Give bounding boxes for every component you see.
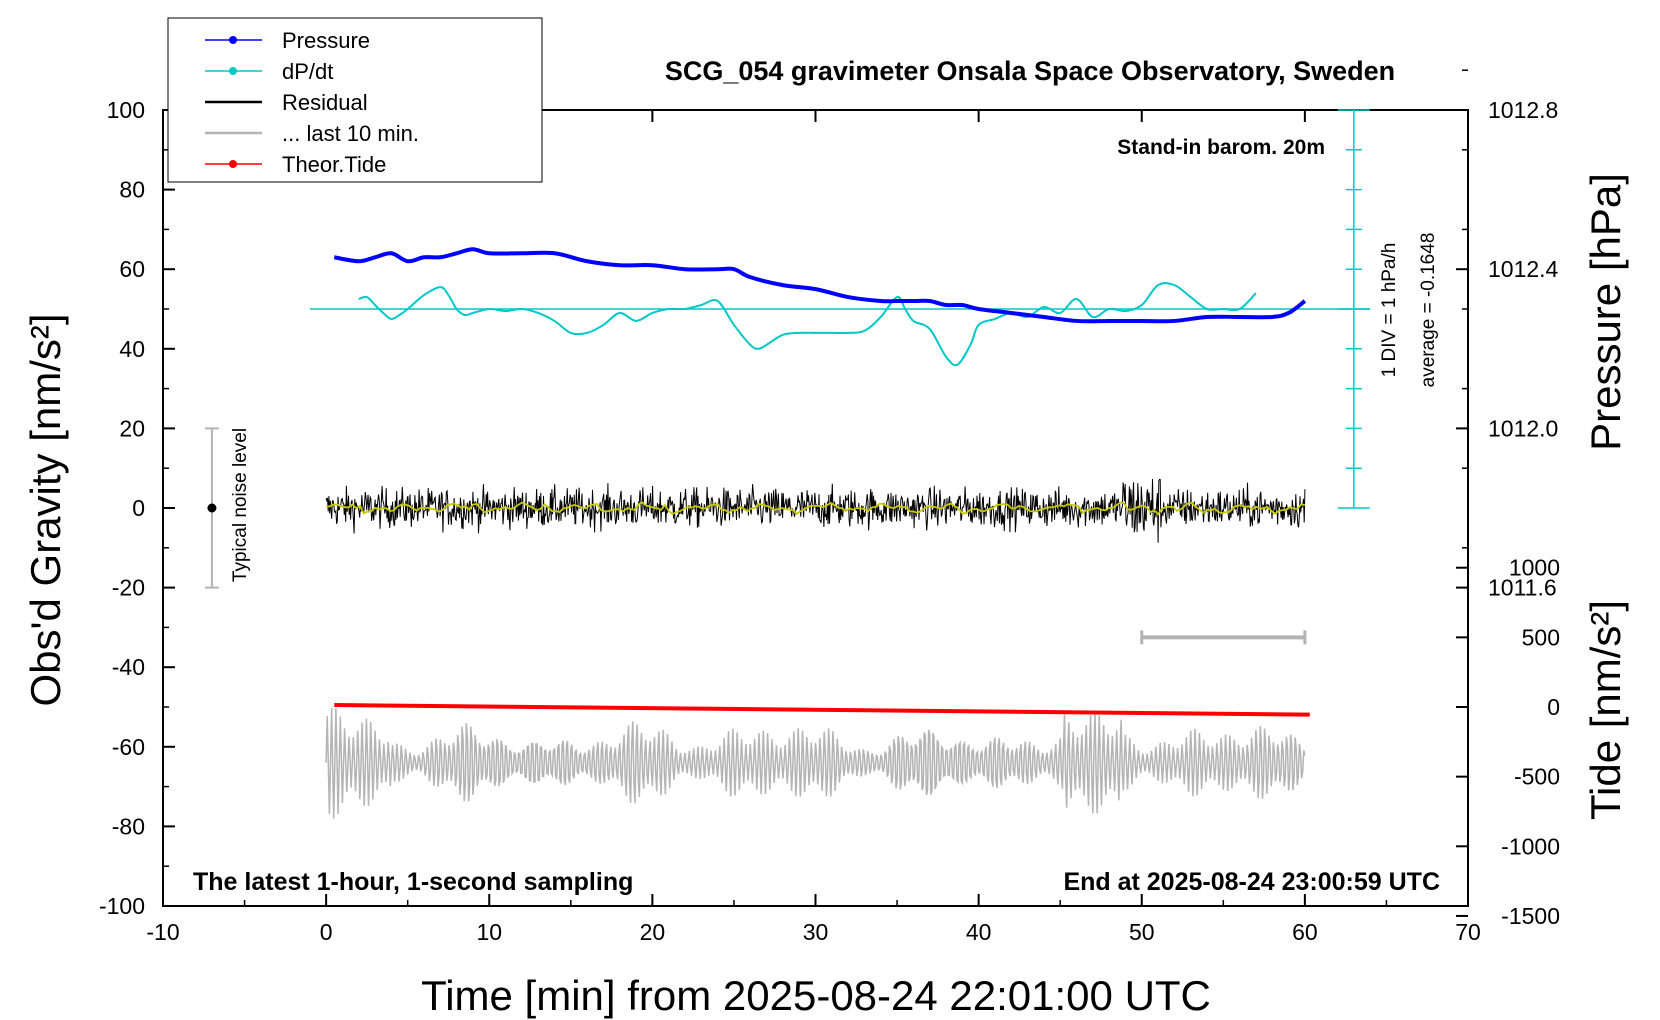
y-tick-label: 40	[119, 336, 145, 362]
legend-marker	[229, 67, 237, 75]
x-tick-label: 50	[1129, 919, 1155, 945]
y-axis-tide: -1500 -1000 -500 0 500 1000	[1456, 555, 1560, 929]
legend-box	[167, 17, 543, 183]
y-tick-label: 80	[119, 177, 145, 203]
y-tick-label: 20	[119, 415, 145, 441]
y-tick-label: -40	[112, 654, 145, 680]
y-axis-left: -100 -80 -60 -40 -20 0 20 40 60 80 100	[99, 97, 175, 919]
tide-tick-label: 0	[1547, 694, 1560, 720]
dpdt-average-label: average = -0.1648	[1418, 233, 1439, 388]
tide-line	[334, 703, 1310, 717]
noise-level-label: Typical noise level	[230, 428, 251, 582]
y-tick-label: 100	[107, 97, 145, 123]
y-tick-label: -20	[112, 575, 145, 601]
tide-tick-label: 1000	[1509, 555, 1560, 581]
y-axis-tide-title: Tide [nm/s²]	[1582, 600, 1629, 820]
pressure-tick-label: 1012.4	[1488, 256, 1559, 282]
series-group	[309, 247, 1371, 819]
x-tick-label: 20	[640, 919, 666, 945]
legend: Pressure dP/dt Residual ... last 10 min. The…	[167, 17, 543, 183]
legend-label: Theor.Tide	[282, 152, 386, 177]
latest-hour-note: The latest 1-hour, 1-second sampling	[193, 868, 633, 896]
x-tick-label: 10	[476, 919, 502, 945]
tide-tick-label: -1500	[1501, 903, 1560, 929]
dpdt-line	[358, 282, 1257, 367]
pressure-line	[333, 247, 1307, 324]
tide-tick-label: -500	[1514, 764, 1560, 790]
standin-barometer-note: Stand-in barom. 20m	[1117, 136, 1325, 159]
x-tick-label: 60	[1292, 919, 1318, 945]
x-tick-label: 30	[803, 919, 829, 945]
dpdt-div-label: 1 DIV = 1 hPa/h	[1379, 243, 1400, 378]
chart-title: SCG_054 gravimeter Onsala Space Observat…	[665, 56, 1395, 86]
legend-marker	[229, 36, 237, 44]
y-axis-pressure-title: Pressure [hPa]	[1582, 173, 1629, 451]
noise-bar-center-dot	[207, 503, 217, 513]
y-axis-pressure: 1011.6 1012.0 1012.4 1012.8	[1456, 69, 1559, 601]
pressure-tick-label: 1012.8	[1488, 97, 1558, 123]
residual-line	[325, 478, 1306, 543]
x-axis: -10 0 10 20 30 40 50 60 70	[146, 110, 1481, 945]
y-tick-label: 0	[132, 495, 145, 521]
legend-label: dP/dt	[282, 59, 333, 84]
tide-fast-line	[325, 708, 1306, 819]
legend-label: Pressure	[282, 28, 370, 53]
legend-label: ... last 10 min.	[282, 121, 419, 146]
pressure-tick-label: 1012.0	[1488, 415, 1558, 441]
x-tick-label: -10	[146, 919, 179, 945]
y-tick-label: -60	[112, 734, 145, 760]
y-tick-label: -80	[112, 813, 145, 839]
x-tick-label: 40	[966, 919, 992, 945]
x-tick-label: 0	[320, 919, 333, 945]
residual-smooth-line	[325, 501, 1306, 516]
y-axis-left-title: Obs'd Gravity [nm/s²]	[22, 313, 69, 706]
x-axis-title: Time [min] from 2025-08-24 22:01:00 UTC	[421, 972, 1211, 1019]
y-tick-label: -100	[99, 893, 145, 919]
end-time-note: End at 2025-08-24 23:00:59 UTC	[1063, 868, 1440, 896]
tide-tick-label: -1000	[1501, 833, 1560, 859]
noise-level-bar	[204, 427, 219, 589]
tide-tick-label: 500	[1522, 624, 1560, 650]
legend-label: Residual	[282, 90, 368, 115]
pressure-tick-label: 1011.6	[1488, 575, 1557, 601]
y-tick-label: 60	[119, 256, 145, 282]
legend-marker	[229, 160, 237, 168]
x-tick-label: 70	[1455, 919, 1481, 945]
